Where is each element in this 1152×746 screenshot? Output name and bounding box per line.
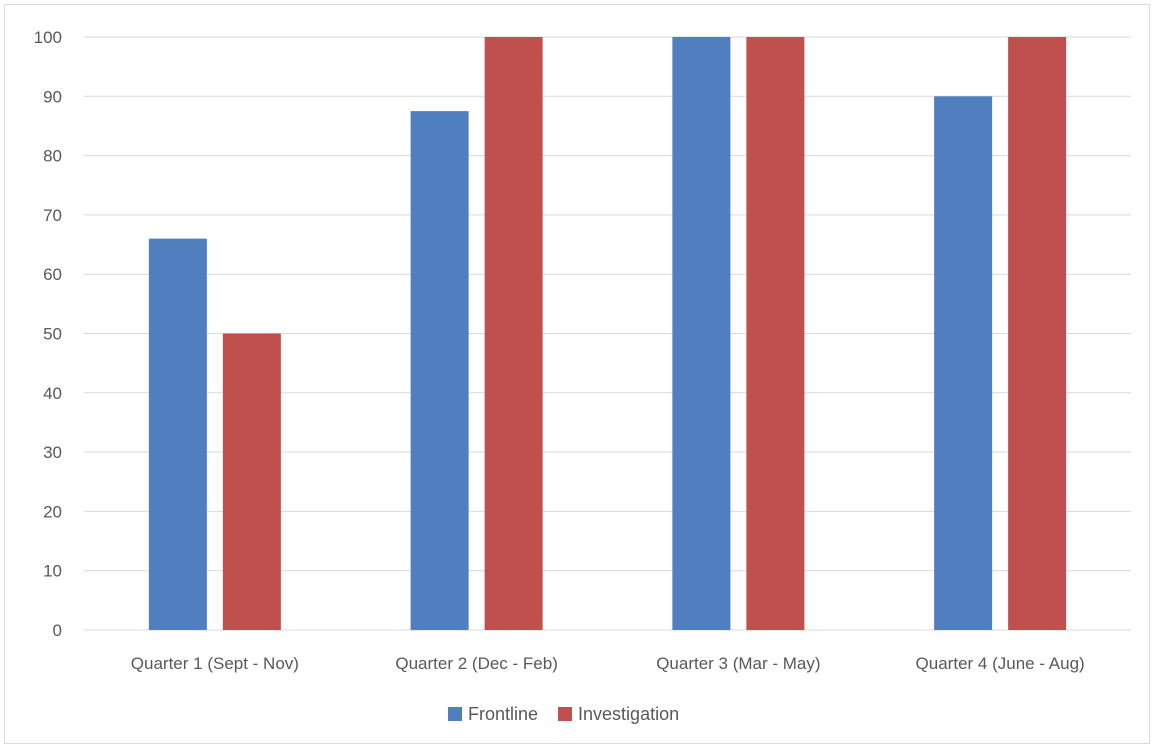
y-tick-label: 10 (43, 562, 62, 581)
bar-frontline-q2 (410, 111, 469, 630)
x-tick-label: Quarter 3 (Mar - May) (656, 654, 820, 673)
x-tick-label: Quarter 1 (Sept - Nov) (131, 654, 299, 673)
legend-swatch-investigation (558, 707, 573, 721)
bar-investigation-q1 (222, 333, 281, 630)
y-tick-label: 70 (43, 206, 62, 225)
bar-frontline-q1 (148, 238, 207, 630)
bar-frontline-q4 (934, 96, 993, 631)
bar-investigation-q3 (746, 37, 805, 630)
x-tick-label: Quarter 4 (June - Aug) (916, 654, 1085, 673)
legend: Frontline Investigation (448, 704, 679, 724)
y-axis-ticks: 0 10 20 30 40 50 60 70 80 90 100 (34, 28, 62, 640)
y-tick-label: 100 (34, 28, 62, 47)
x-axis-ticks: Quarter 1 (Sept - Nov) Quarter 2 (Dec - F… (131, 654, 1085, 673)
y-tick-label: 0 (53, 621, 62, 640)
bars (148, 37, 1067, 631)
legend-label-investigation: Investigation (578, 704, 679, 724)
legend-label-frontline: Frontline (468, 704, 538, 724)
bar-investigation-q4 (1008, 37, 1067, 630)
y-tick-label: 20 (43, 502, 62, 521)
legend-swatch-frontline (448, 707, 462, 721)
y-tick-label: 90 (43, 87, 62, 106)
y-tick-label: 50 (43, 325, 62, 344)
x-tick-label: Quarter 2 (Dec - Feb) (395, 654, 558, 673)
y-tick-label: 30 (43, 443, 62, 462)
bar-investigation-q2 (484, 37, 543, 630)
y-tick-label: 60 (43, 265, 62, 284)
bar-frontline-q3 (672, 37, 731, 630)
y-tick-label: 40 (43, 384, 62, 403)
y-tick-label: 80 (43, 147, 62, 166)
